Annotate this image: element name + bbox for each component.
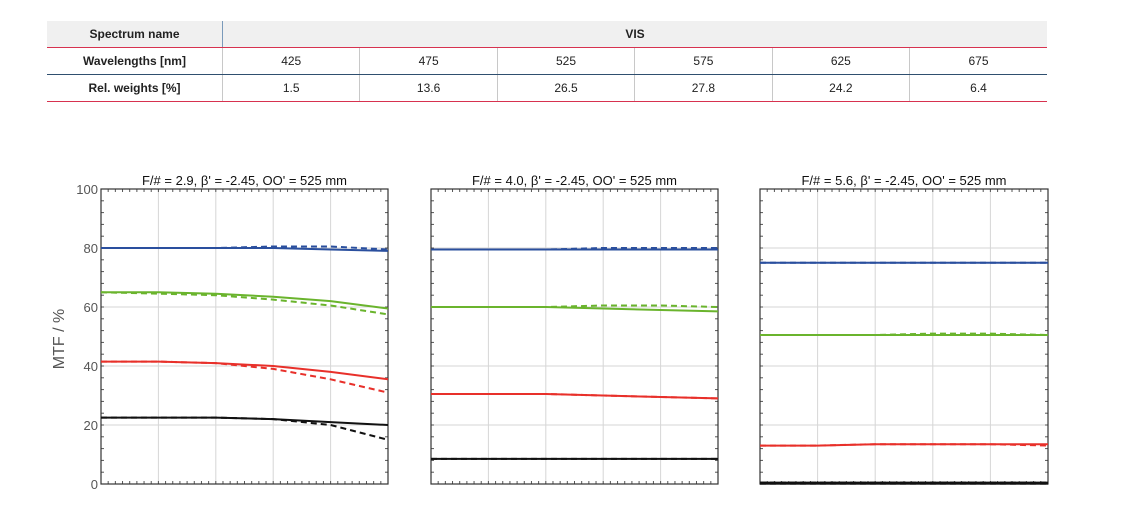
y-tick-label: 80 [84, 241, 98, 256]
y-tick-label: 20 [84, 418, 98, 433]
spectrum-name-label: Spectrum name [47, 21, 223, 48]
spectrum-name-value: VIS [222, 21, 1047, 48]
weights-label: Rel. weights [%] [47, 74, 223, 102]
chart-title: F/# = 2.9, β' = -2.45, OO' = 525 mm [142, 173, 347, 188]
weight-cell: 6.4 [909, 74, 1047, 102]
series-green-dashed [760, 332, 1049, 336]
series-red-solid [101, 360, 389, 381]
series-red-dashed [431, 393, 719, 400]
chart-title: F/# = 5.6, β' = -2.45, OO' = 525 mm [801, 173, 1006, 188]
wavelength-cell: 575 [634, 47, 773, 75]
weights-row: Rel. weights [%] 1.5 13.6 26.5 27.8 24.2… [47, 74, 1047, 102]
axis-minor-ticks [100, 188, 389, 485]
weight-cell: 26.5 [497, 74, 636, 102]
series-green-solid [101, 291, 389, 310]
plot-frame [100, 188, 389, 485]
series-green-dashed [431, 304, 719, 308]
wavelength-cell: 625 [772, 47, 911, 75]
axis-minor-ticks [430, 188, 719, 485]
weight-cell: 24.2 [772, 74, 911, 102]
series-blue-dashed [431, 247, 718, 251]
y-tick-label: 60 [84, 300, 98, 315]
series-green-dashed [100, 291, 389, 316]
weight-cell: 27.8 [634, 74, 773, 102]
chart-title: F/# = 4.0, β' = -2.45, OO' = 525 mm [472, 173, 677, 188]
weight-cell: 1.5 [222, 74, 361, 102]
mtf-panel-2: F/# = 4.0, β' = -2.45, OO' = 525 mm [430, 173, 719, 485]
spectrum-table: Spectrum name VIS Wavelengths [nm] 425 4… [47, 21, 1047, 102]
y-tick-label: 100 [76, 182, 98, 197]
series-red-dashed [101, 360, 389, 394]
series-red-dashed [760, 443, 1049, 447]
mtf-panel-1: F/# = 2.9, β' = -2.45, OO' = 525 mm 0 20 40… [76, 173, 389, 492]
mtf-panel-3: F/# = 5.6, β' = -2.45, OO' = 525 mm [759, 173, 1049, 485]
spectrum-row: Spectrum name VIS [47, 21, 1047, 48]
series-green-solid [431, 306, 719, 313]
wavelengths-row: Wavelengths [nm] 425 475 525 575 625 675 [47, 47, 1047, 75]
plot-frame [430, 188, 719, 485]
wavelength-cell: 675 [909, 47, 1047, 75]
wavelength-cell: 525 [497, 47, 636, 75]
wavelength-cell: 425 [222, 47, 361, 75]
series-blue-dashed [101, 245, 389, 251]
axis-minor-ticks [759, 188, 1049, 485]
series-black-dashed [101, 416, 389, 441]
y-tick-label: 0 [91, 477, 98, 492]
plot-frame [759, 188, 1049, 485]
mtf-charts: F/# = 2.9, β' = -2.45, OO' = 525 mm 0 20 40… [76, 173, 1049, 492]
weight-cell: 13.6 [359, 74, 498, 102]
y-tick-label: 40 [84, 359, 98, 374]
wavelengths-label: Wavelengths [nm] [47, 47, 223, 75]
wavelength-cell: 475 [359, 47, 498, 75]
